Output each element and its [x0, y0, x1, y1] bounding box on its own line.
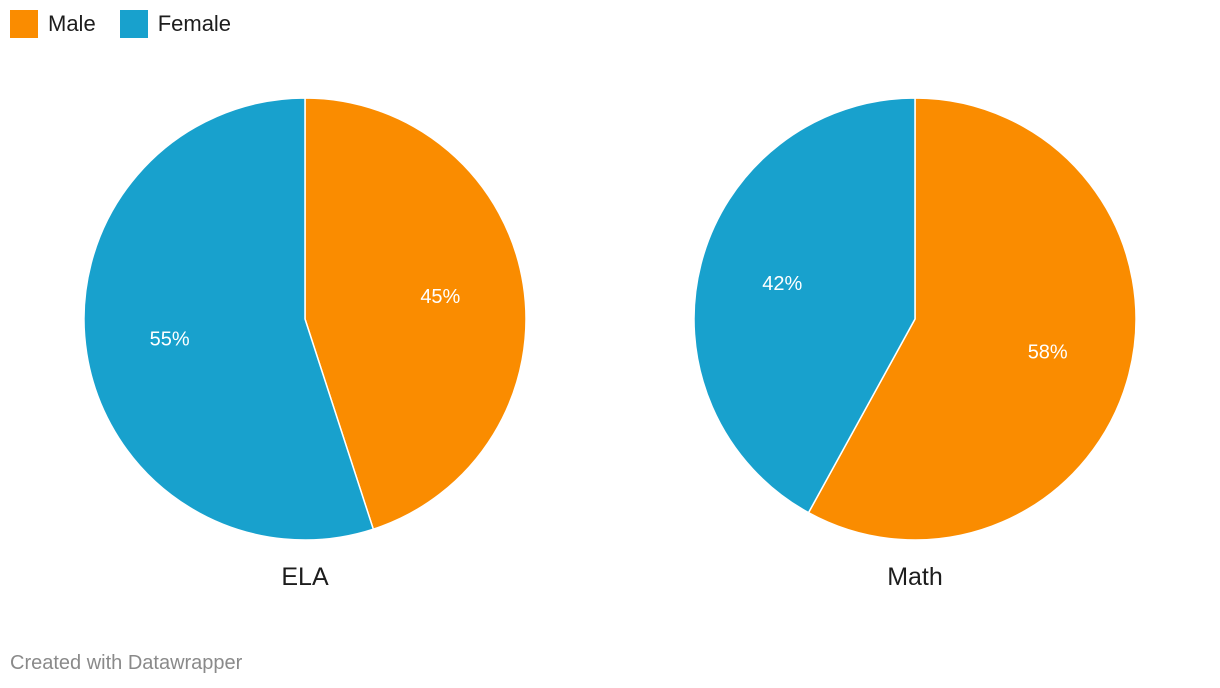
pie-ela: 45% 55% ELA — [83, 97, 527, 591]
legend-label-male: Male — [48, 11, 96, 36]
legend-label-female: Female — [157, 11, 232, 36]
slice-label-male: 45% — [420, 286, 460, 308]
pie-title-ela: ELA — [281, 563, 329, 591]
slice-label-female: 42% — [762, 273, 802, 295]
legend-swatch-female — [119, 10, 148, 38]
legend-swatch-male — [10, 10, 38, 38]
pie-slice-male[interactable] — [807, 97, 1137, 541]
pie-slice-male[interactable] — [304, 97, 527, 531]
legend: Male Female — [10, 10, 231, 38]
pie-slice-female[interactable] — [693, 97, 916, 514]
slice-label-male: 58% — [1028, 341, 1068, 363]
pie-math: 58% 42% Math — [693, 97, 1137, 591]
credit-text: Created with Datawrapper — [10, 652, 243, 674]
slice-label-female: 55% — [150, 329, 190, 351]
pie-slice-female[interactable] — [83, 97, 375, 541]
legend-item-male[interactable]: Male — [10, 10, 96, 38]
legend-item-female[interactable]: Female — [119, 10, 232, 38]
pie-title-math: Math — [887, 563, 943, 591]
